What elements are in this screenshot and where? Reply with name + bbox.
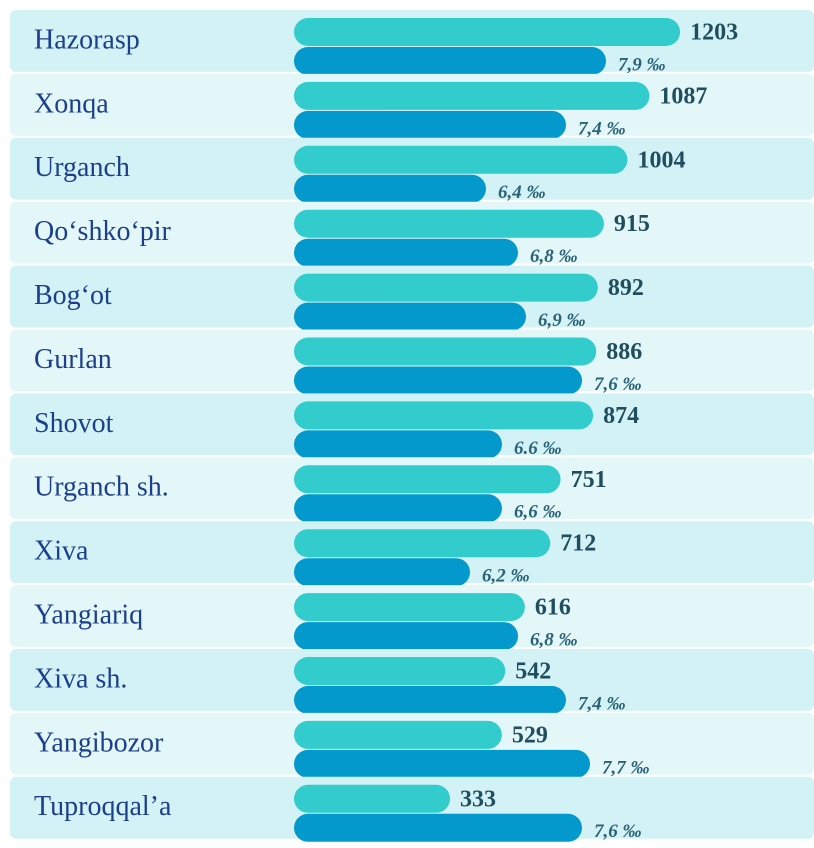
- rate-bar: [294, 749, 590, 778]
- category-label: Xiva: [34, 536, 89, 567]
- category-label: Urganch sh.: [34, 472, 169, 503]
- rate-bar: [294, 430, 502, 459]
- rate-bar: [294, 47, 606, 75]
- category-label: Yangiariq: [34, 600, 143, 631]
- rate-label: 7,4 ‰: [578, 118, 626, 139]
- count-label: 542: [515, 659, 551, 685]
- count-label: 751: [571, 467, 607, 493]
- rate-bar: [294, 174, 486, 203]
- count-bar: [294, 81, 650, 110]
- rate-bar: [294, 238, 518, 267]
- count-label: 1203: [690, 20, 738, 46]
- count-label: 712: [560, 531, 596, 557]
- category-label: Urganch: [34, 152, 130, 183]
- rate-bar: [294, 366, 582, 395]
- count-label: 874: [603, 403, 639, 429]
- rate-bar: [294, 558, 470, 587]
- category-label: Gurlan: [34, 344, 112, 375]
- rate-label: 6,8 ‰: [530, 629, 578, 650]
- count-bar: [294, 720, 502, 749]
- rate-label: 6,4 ‰: [498, 182, 546, 203]
- count-label: 915: [614, 211, 650, 237]
- rate-bar: [294, 302, 526, 331]
- rate-label: 7,7 ‰: [602, 757, 650, 778]
- rate-bar: [294, 494, 502, 523]
- count-label: 616: [535, 595, 571, 621]
- count-bar: [294, 337, 597, 366]
- category-label: Yangibozor: [34, 727, 164, 758]
- count-bar: [294, 273, 598, 302]
- count-label: 333: [460, 786, 496, 812]
- count-label: 529: [512, 722, 548, 748]
- count-bar: [294, 657, 506, 685]
- category-label: Qo‘shko‘pir: [34, 216, 172, 247]
- rate-bar: [294, 622, 518, 651]
- category-label: Hazorasp: [34, 24, 140, 55]
- count-bar: [294, 401, 594, 430]
- rate-label: 6,2 ‰: [482, 566, 530, 587]
- rate-label: 7,4 ‰: [578, 693, 626, 714]
- category-label: Xiva sh.: [34, 663, 127, 694]
- rate-label: 7,6 ‰: [594, 821, 642, 842]
- rate-label: 6.6 ‰: [514, 438, 562, 459]
- count-bar: [294, 145, 628, 174]
- rate-label: 7,9 ‰: [618, 54, 666, 75]
- count-label: 1087: [659, 83, 707, 109]
- count-label: 892: [608, 275, 644, 301]
- rate-bar: [294, 813, 582, 842]
- count-bar: [294, 18, 681, 46]
- rate-bar: [294, 686, 566, 714]
- rate-label: 7,6 ‰: [594, 374, 642, 395]
- rate-label: 6,9 ‰: [538, 310, 586, 331]
- category-label: Xonqa: [34, 88, 109, 119]
- count-bar: [294, 593, 525, 622]
- count-label: 1004: [637, 147, 685, 173]
- rate-label: 6,6 ‰: [514, 502, 562, 523]
- rate-bar: [294, 110, 566, 139]
- category-label: Tuproqqal’a: [34, 791, 172, 822]
- count-bar: [294, 209, 604, 238]
- count-bar: [294, 465, 561, 494]
- category-label: Bog‘ot: [34, 280, 112, 311]
- count-bar: [294, 529, 551, 558]
- count-label: 886: [606, 339, 642, 365]
- category-label: Shovot: [34, 408, 114, 439]
- rate-label: 6,8 ‰: [530, 246, 578, 267]
- count-bar: [294, 784, 451, 813]
